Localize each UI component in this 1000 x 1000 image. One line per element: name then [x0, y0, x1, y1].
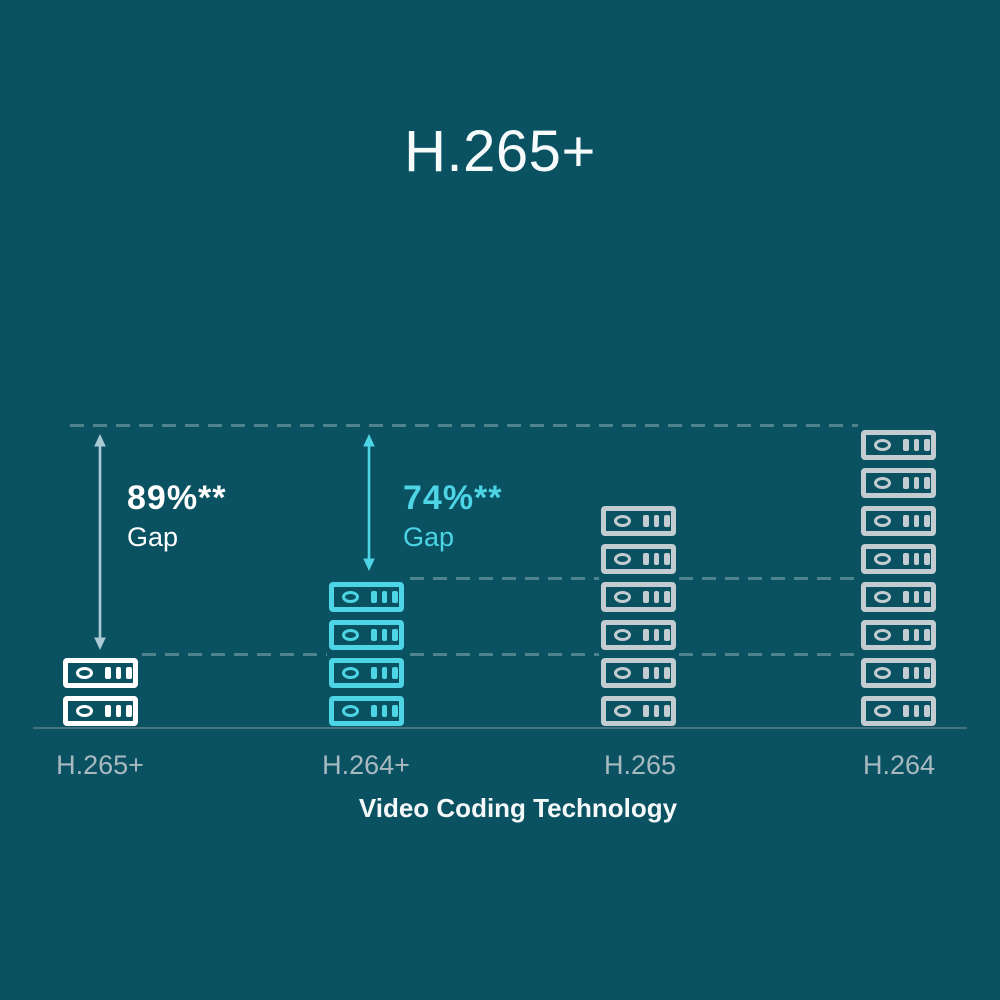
drive-vents-icon — [903, 553, 930, 565]
drive-light-icon — [614, 515, 631, 527]
server-icon — [861, 620, 936, 650]
drive-vents-icon — [371, 591, 398, 603]
x-tick-label-h264plus: H.264+ — [322, 750, 410, 780]
drive-vents-icon — [903, 477, 930, 489]
drive-light-icon — [874, 439, 891, 451]
server-icon — [329, 582, 404, 612]
drive-light-icon — [342, 591, 359, 603]
server-icon — [63, 658, 138, 688]
server-icon — [601, 696, 676, 726]
bar-stack-h265 — [601, 506, 676, 726]
server-icon — [329, 696, 404, 726]
drive-light-icon — [614, 667, 631, 679]
drive-light-icon — [614, 591, 631, 603]
x-tick-label-h264: H.264 — [862, 750, 936, 780]
gap-annotation-89: 89%** Gap — [127, 481, 227, 551]
drive-vents-icon — [371, 667, 398, 679]
drive-light-icon — [614, 553, 631, 565]
dashed-reference-line-middle-right — [679, 577, 859, 580]
gap-annotation-74: 74%** Gap — [403, 481, 503, 551]
server-icon — [861, 658, 936, 688]
drive-vents-icon — [371, 629, 398, 641]
bar-stack-h264plus — [329, 582, 404, 726]
drive-light-icon — [342, 705, 359, 717]
drive-vents-icon — [105, 667, 132, 679]
server-icon — [861, 582, 936, 612]
drive-vents-icon — [643, 629, 670, 641]
server-icon — [601, 620, 676, 650]
drive-light-icon — [874, 667, 891, 679]
drive-light-icon — [76, 705, 93, 717]
drive-vents-icon — [903, 667, 930, 679]
drive-vents-icon — [643, 591, 670, 603]
gap-arrow-89-icon — [91, 433, 109, 656]
server-icon — [63, 696, 138, 726]
server-icon — [601, 582, 676, 612]
x-tick-label-h265: H.265 — [603, 750, 677, 780]
drive-light-icon — [76, 667, 93, 679]
server-icon — [861, 544, 936, 574]
x-axis-line — [33, 727, 967, 729]
drive-light-icon — [614, 705, 631, 717]
drive-light-icon — [874, 629, 891, 641]
bar-stack-h264 — [861, 430, 936, 726]
gap-label: Gap — [127, 522, 179, 552]
server-icon — [601, 506, 676, 536]
drive-vents-icon — [643, 515, 670, 527]
x-tick-label-h265plus: H.265+ — [56, 750, 144, 780]
drive-vents-icon — [643, 553, 670, 565]
gap-arrow-74-icon — [360, 433, 378, 577]
bar-stack-h265plus — [63, 658, 138, 726]
drive-vents-icon — [643, 705, 670, 717]
dashed-reference-line-lower-middle — [410, 653, 599, 656]
drive-light-icon — [874, 515, 891, 527]
server-icon — [861, 430, 936, 460]
drive-light-icon — [342, 667, 359, 679]
drive-vents-icon — [903, 439, 930, 451]
drive-vents-icon — [643, 667, 670, 679]
drive-light-icon — [874, 553, 891, 565]
drive-light-icon — [874, 705, 891, 717]
drive-vents-icon — [371, 705, 398, 717]
drive-vents-icon — [105, 705, 132, 717]
server-icon — [861, 696, 936, 726]
server-icon — [601, 658, 676, 688]
drive-light-icon — [874, 477, 891, 489]
chart-title: H.265+ — [404, 119, 596, 184]
server-icon — [601, 544, 676, 574]
drive-light-icon — [342, 629, 359, 641]
server-icon — [861, 468, 936, 498]
drive-light-icon — [874, 591, 891, 603]
gap-label: Gap — [403, 522, 455, 552]
server-icon — [861, 506, 936, 536]
dashed-reference-line-middle-left — [410, 577, 599, 580]
drive-vents-icon — [903, 515, 930, 527]
gap-percent: 89%** — [127, 479, 227, 517]
x-axis-title: Video Coding Technology — [358, 793, 678, 823]
gap-percent: 74%** — [403, 479, 503, 517]
drive-vents-icon — [903, 705, 930, 717]
server-icon — [329, 620, 404, 650]
dashed-reference-line-lower-right — [679, 653, 859, 656]
drive-vents-icon — [903, 629, 930, 641]
server-icon — [329, 658, 404, 688]
dashed-reference-line-top — [70, 424, 858, 427]
dashed-reference-line-lower-left — [142, 653, 327, 656]
drive-light-icon — [614, 629, 631, 641]
drive-vents-icon — [903, 591, 930, 603]
